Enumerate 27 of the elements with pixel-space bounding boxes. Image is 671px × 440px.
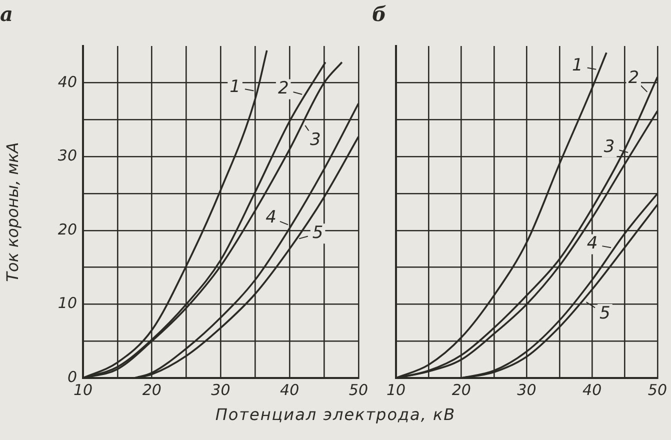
chart-title: б (372, 2, 386, 26)
x-tick-label: 30 (211, 380, 230, 399)
legend-label: 5 (312, 223, 324, 244)
legend-label: 2 (628, 68, 640, 88)
legend-label: 1 (572, 55, 583, 76)
x-tick-label: 40 (582, 380, 602, 399)
x-axis-title: Потенциал электрода, кВ (214, 405, 457, 424)
y-tick-label: 10 (58, 294, 77, 312)
y-tick-label: 30 (58, 146, 77, 165)
x-tick-label: 10 (386, 380, 406, 399)
x-tick-label: 50 (348, 380, 368, 399)
y-tick-label: 20 (58, 220, 77, 238)
x-tick-label: 50 (648, 380, 668, 399)
x-tick-label: 20 (142, 380, 162, 399)
series-label: 1 (230, 76, 240, 97)
legend-label: 4 (586, 234, 598, 254)
x-tick-label: 40 (280, 380, 300, 399)
legend-label: 3 (604, 136, 615, 157)
y-axis-title: Ток короны, мкА (2, 142, 22, 282)
series-label: 4 (266, 207, 276, 228)
x-tick-label: 20 (452, 380, 471, 399)
legend-label: 3 (310, 130, 321, 150)
legend-label: 2 (278, 78, 289, 99)
series-label: 5 (600, 303, 610, 324)
y-tick-label: 40 (58, 72, 77, 91)
chart-title: а (0, 2, 13, 26)
x-tick-label: 30 (517, 380, 536, 399)
